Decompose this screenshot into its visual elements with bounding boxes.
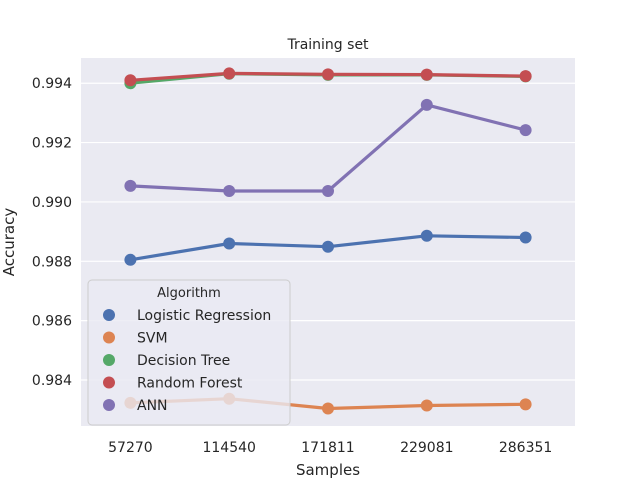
y-tick-label: 0.984	[32, 373, 72, 389]
data-point-svm	[420, 399, 433, 412]
x-axis-label: Samples	[296, 461, 360, 479]
data-point-logistic-regression	[124, 253, 137, 266]
data-point-random-forest	[124, 74, 137, 87]
legend-marker-svm	[103, 331, 115, 344]
legend-label: ANN	[137, 398, 168, 414]
legend-box	[87, 279, 291, 426]
data-point-ann	[322, 184, 334, 197]
data-point-svm	[519, 398, 532, 411]
data-point-logistic-regression	[322, 240, 334, 253]
y-tick-label: 0.994	[32, 76, 72, 92]
data-point-logistic-regression	[420, 229, 433, 242]
y-tick-labels: 0.984 0.986 0.988 0.990 0.992 0.994	[32, 76, 72, 389]
data-point-logistic-regression	[519, 231, 532, 244]
legend-marker-logistic-regression	[103, 309, 115, 321]
data-point-ann	[124, 179, 137, 192]
x-tick-labels: 57270 114540 171811 229081 286351	[108, 440, 552, 456]
legend-label: Random Forest	[137, 376, 243, 392]
chart-title: Training set	[286, 37, 369, 53]
x-tick-label: 286351	[499, 440, 552, 456]
y-tick-label: 0.986	[32, 314, 72, 330]
legend-marker-random-forest	[103, 376, 115, 389]
legend: Algorithm Logistic Regression SVM Decision…	[87, 279, 291, 426]
data-point-ann	[223, 184, 236, 197]
legend-marker-decision-tree	[103, 354, 115, 366]
data-point-random-forest	[519, 70, 532, 83]
data-point-svm	[322, 402, 334, 415]
x-tick-label: 229081	[400, 440, 453, 456]
x-tick-label: 171811	[301, 440, 354, 456]
data-point-ann	[519, 124, 532, 137]
legend-label: Logistic Regression	[137, 308, 271, 324]
legend-label: SVM	[137, 331, 168, 347]
legend-title: Algorithm	[157, 286, 221, 301]
y-tick-label: 0.992	[32, 136, 72, 152]
x-tick-label: 114540	[202, 440, 255, 456]
data-point-random-forest	[223, 67, 236, 80]
y-axis-label: Accuracy	[0, 208, 18, 277]
data-point-ann	[420, 98, 433, 111]
y-tick-label: 0.990	[32, 195, 72, 211]
y-tick-label: 0.988	[32, 254, 72, 270]
data-point-random-forest	[420, 68, 433, 81]
data-point-random-forest	[322, 68, 334, 81]
data-point-logistic-regression	[223, 237, 236, 250]
x-tick-label: 57270	[108, 440, 153, 456]
legend-label: Decision Tree	[137, 353, 230, 369]
legend-items: Logistic Regression SVM Decision Tree Rando…	[103, 308, 271, 414]
legend-marker-ann	[103, 399, 115, 411]
